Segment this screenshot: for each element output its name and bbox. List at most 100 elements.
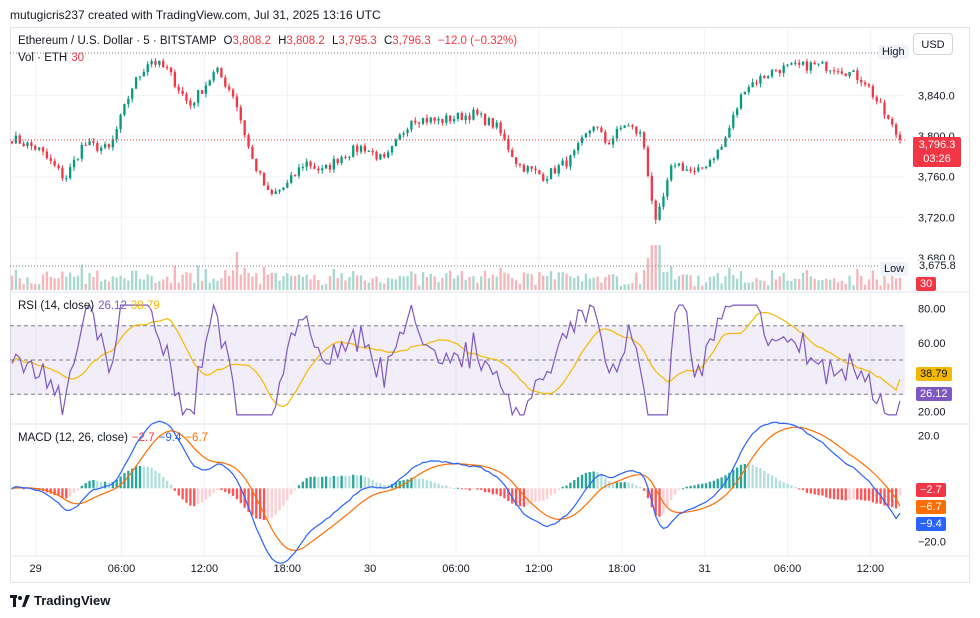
volume-bar [646, 258, 650, 290]
macd-histogram-bar [216, 488, 219, 491]
volume-badge: 30 [916, 277, 937, 291]
candle-body [743, 92, 747, 95]
volume-bar [119, 275, 122, 290]
volume-bar [402, 276, 405, 290]
price-tick-label: 3,840.0 [918, 91, 955, 103]
volume-bar [600, 282, 603, 290]
candle-body [421, 118, 425, 124]
volume-bar [526, 273, 529, 290]
volume-bar [410, 271, 413, 290]
candle-body [518, 163, 522, 165]
volume-bar [224, 270, 227, 290]
volume-bar [766, 285, 770, 290]
candle-body [693, 171, 696, 173]
macd-histogram-bar [239, 488, 242, 504]
macd-legend[interactable]: MACD (12, 26, close) −2.7 −9.4 −6.7 [18, 432, 208, 444]
candle-body [22, 143, 25, 147]
volume-bar [169, 282, 173, 290]
candle-body [251, 146, 254, 159]
macd-histogram-bar [352, 474, 355, 489]
volume-bar [290, 275, 293, 290]
volume-bar [220, 278, 223, 290]
macd-histogram-bar [848, 488, 851, 500]
rsi-line [11, 302, 901, 417]
volume-bar [681, 274, 685, 290]
macd-line [11, 420, 901, 564]
macd-histogram-bar [452, 488, 456, 490]
macd-histogram-bar [790, 485, 793, 489]
volume-bar [627, 284, 630, 290]
macd-histogram-bar [794, 486, 797, 489]
candle-body [576, 143, 580, 151]
volume-bar [216, 280, 219, 290]
macd-histogram-bar [441, 485, 444, 489]
macd-histogram-bar [639, 486, 642, 489]
macd-histogram-bar [297, 485, 301, 489]
macd-histogram-bar [76, 488, 80, 491]
candle-body [406, 129, 409, 134]
volume-bar [623, 284, 626, 290]
macd-histogram-bar [770, 475, 774, 489]
volume-bar [891, 275, 894, 290]
macd-histogram-bar [317, 476, 320, 489]
macd-histogram-bar [49, 488, 52, 494]
candle-body [600, 127, 603, 132]
candle-body [739, 94, 743, 109]
volume-bar [328, 275, 332, 290]
volume-bar [611, 274, 615, 290]
candle-body [134, 77, 138, 89]
time-tick-label: 06:00 [108, 563, 136, 575]
candle-body [185, 93, 188, 101]
candle-body [891, 118, 894, 125]
volume-bar [693, 286, 696, 290]
macd-histogram-bar [716, 478, 719, 489]
macd-histogram-bar [154, 470, 157, 489]
candle-body [297, 167, 301, 176]
symbol-title[interactable]: Ethereum / U.S. Dollar · 5 · BITSTAMP [18, 35, 217, 47]
volume-bar [604, 276, 607, 290]
macd-histogram-bar [503, 488, 506, 499]
macd-histogram-bar [759, 468, 762, 489]
currency-button[interactable]: USD [913, 33, 953, 55]
low-label: L [331, 35, 339, 47]
volume-bar [34, 284, 37, 290]
rsi-legend[interactable]: RSI (14, close) 26.12 38.79 [18, 300, 160, 312]
macd-histogram-bar [654, 488, 657, 516]
macd-histogram-bar [557, 488, 560, 491]
candle-body [383, 154, 386, 158]
candle-body [456, 113, 460, 120]
candle-body [154, 61, 157, 65]
candle-body [867, 84, 871, 87]
volume-bar [708, 276, 712, 290]
volume-bar [728, 267, 731, 290]
macd-histogram-bar [867, 488, 871, 501]
macd-histogram-bar [588, 472, 591, 489]
macd-histogram-bar [196, 488, 200, 504]
volume-bar [514, 280, 518, 290]
candle-body [770, 69, 774, 77]
volume-bar [673, 279, 677, 290]
volume-bar [49, 276, 52, 290]
tradingview-logo-icon [10, 594, 30, 607]
macd-histogram-bar [309, 476, 312, 489]
candle-body [735, 108, 739, 115]
volume-legend[interactable]: Vol · ETH 30 [18, 52, 84, 64]
open-label: O [223, 35, 233, 47]
candle-body [724, 137, 727, 147]
macd-histogram-bar [712, 480, 716, 489]
price-legend[interactable]: Ethereum / U.S. Dollar · 5 · BITSTAMP O3… [18, 35, 517, 47]
candle-body [150, 61, 153, 65]
macd-histogram-bar [282, 488, 285, 506]
candle-body [313, 166, 316, 169]
candle-body [293, 175, 297, 177]
volume-bar [150, 276, 153, 290]
candle-body [642, 132, 646, 148]
candle-body [69, 167, 72, 179]
macd-histogram-bar [829, 488, 832, 499]
candle-body [37, 147, 41, 150]
volume-bar [875, 279, 878, 290]
tradingview-logo[interactable]: TradingView [10, 593, 110, 608]
candle-body [716, 149, 719, 159]
open-value: 3,808.2 [232, 35, 271, 47]
